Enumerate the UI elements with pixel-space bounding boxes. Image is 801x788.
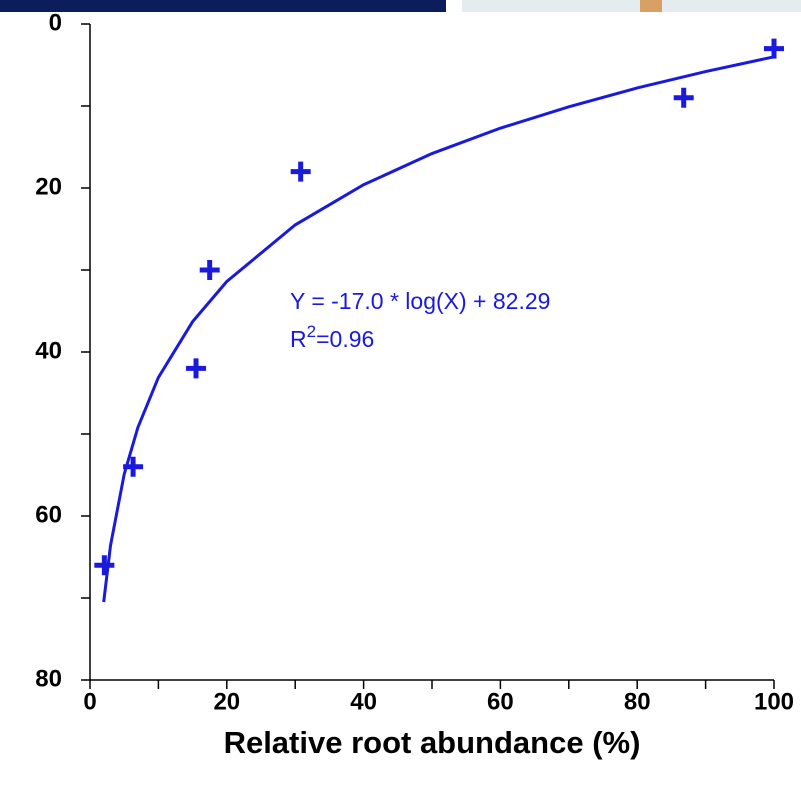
r-sup: 2 xyxy=(307,322,316,341)
x-tick-label: 40 xyxy=(350,688,377,715)
point xyxy=(123,456,144,477)
x-tick-label: 20 xyxy=(213,688,240,715)
r-rest: =0.96 xyxy=(316,326,374,352)
r-squared: R2=0.96 xyxy=(290,322,374,352)
plot-area: 0 20 40 60 80 0 20 40 60 80 100 xyxy=(35,9,794,715)
point xyxy=(94,555,115,576)
point xyxy=(673,87,694,108)
x-tick-label: 60 xyxy=(487,688,514,715)
point xyxy=(290,161,311,182)
y-tick-label: 0 xyxy=(49,9,62,36)
y-tick-label: 80 xyxy=(35,665,62,692)
fit-curve xyxy=(102,55,775,603)
x-tick-label: 0 xyxy=(83,688,96,715)
header-image-detail xyxy=(640,0,662,12)
x-tick-label: 80 xyxy=(624,688,651,715)
equation: Y = -17.0 * log(X) + 82.29 xyxy=(290,288,550,314)
y-tick-label: 20 xyxy=(35,173,62,200)
y-tick-label: 40 xyxy=(35,337,62,364)
x-tick-label: 100 xyxy=(754,688,794,715)
header-image xyxy=(462,0,801,12)
point xyxy=(764,38,784,59)
x-axis-label: Relative root abundance (%) xyxy=(224,725,641,760)
header-bar xyxy=(0,0,446,12)
point xyxy=(199,260,220,280)
y-tick-label: 60 xyxy=(35,501,62,528)
point xyxy=(186,358,207,379)
r-base: R xyxy=(290,326,307,352)
